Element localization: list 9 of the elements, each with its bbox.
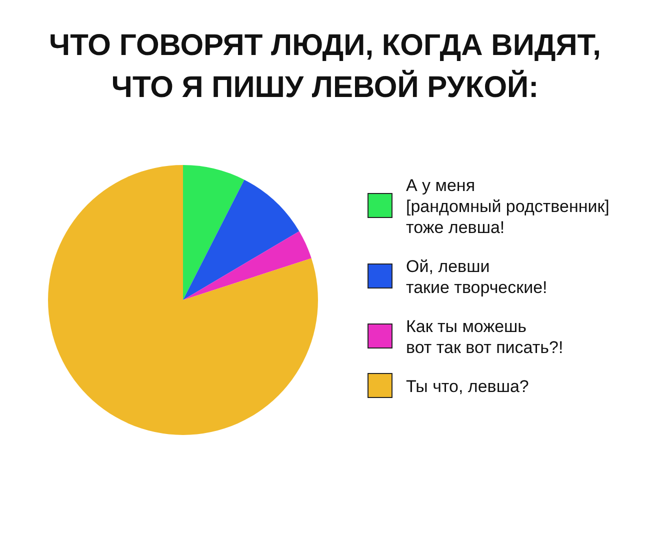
legend-label: Ой, левши такие творческие! bbox=[406, 257, 548, 297]
chart-title: ЧТО ГОВОРЯТ ЛЮДИ, КОГДА ВИДЯТ, ЧТО Я ПИШУ ЛЕВОЙ РУКОЙ: bbox=[49, 29, 601, 104]
legend-label: Ты что, левша? bbox=[406, 377, 529, 396]
pie-slice bbox=[183, 180, 300, 300]
legend-label: Как ты можешь вот так вот писать?! bbox=[406, 317, 564, 357]
pie-slice bbox=[48, 165, 318, 435]
legend-label: А у меня [рандомный родственник] тоже левша! bbox=[406, 176, 610, 237]
pie-slice bbox=[183, 231, 312, 300]
pie-slice bbox=[183, 165, 244, 300]
